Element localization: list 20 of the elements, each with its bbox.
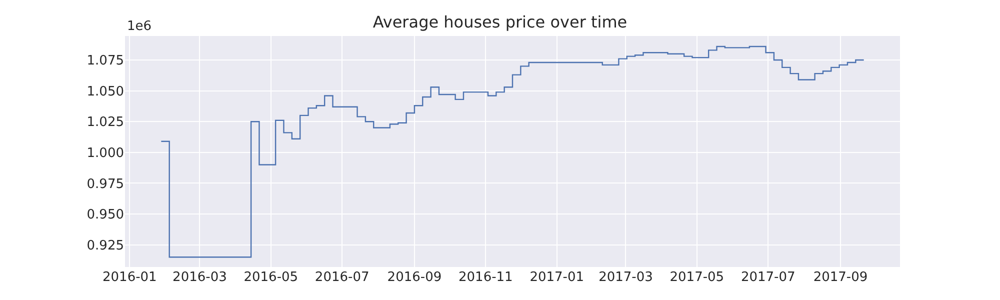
- x-tick-label: 2016-03: [172, 270, 227, 285]
- x-tick-label: 2017-09: [813, 270, 868, 285]
- x-tick-label: 2016-09: [387, 270, 442, 285]
- y-tick-label: 0.975: [86, 176, 124, 192]
- y-tick-label: 0.950: [86, 208, 124, 223]
- x-tick-label: 2016-05: [244, 270, 298, 285]
- x-tick-label: 2016-01: [102, 270, 157, 285]
- x-tick-label: 2017-07: [740, 270, 796, 285]
- x-tick-label: 2017-01: [530, 270, 584, 285]
- text: 1e6: [127, 19, 152, 34]
- y-tick-label: 0.925: [86, 238, 124, 254]
- x-tick-label: 2016-11: [458, 270, 513, 285]
- x-tick-label: 2017-05: [670, 270, 724, 285]
- y-tick-label: 1.025: [86, 115, 124, 130]
- x-tick-label: 2017-03: [598, 270, 653, 285]
- x-tick-label: 2016-07: [314, 270, 370, 285]
- y-tick-label: 1.050: [86, 84, 124, 100]
- y-tick-label: 1.000: [86, 146, 124, 161]
- y-tick-label: 1.075: [86, 54, 124, 69]
- chart-title: Average houses price over time: [372, 12, 628, 32]
